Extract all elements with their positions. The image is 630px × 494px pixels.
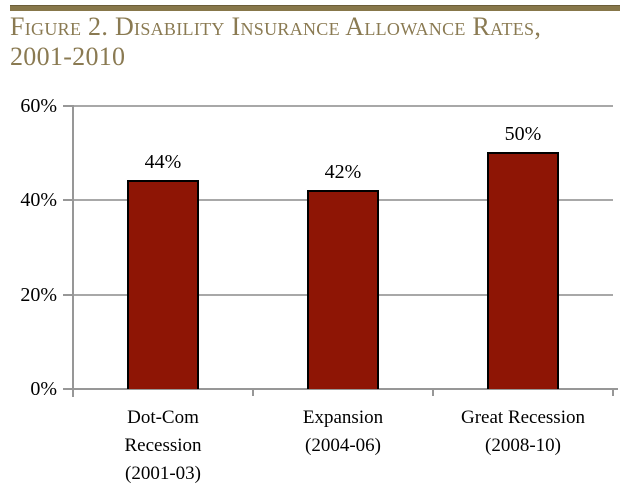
y-axis-line — [72, 105, 74, 397]
figure-title-line1: Figure 2. Disability Insurance Allowance… — [10, 12, 542, 41]
y-axis-tick — [63, 388, 73, 390]
category-label-line: Great Recession — [461, 407, 585, 428]
category-label: Dot-Com Recession (2001-03) — [71, 404, 255, 488]
bar — [307, 189, 379, 389]
category-label: Expansion (2004-06) — [251, 404, 435, 460]
bar-value-label: 44% — [144, 151, 182, 174]
figure-title: Figure 2. Disability Insurance Allowance… — [10, 12, 622, 72]
y-axis-tick — [63, 293, 73, 296]
category-label-line: Dot-Com — [127, 407, 199, 428]
bar-value-label: 42% — [324, 160, 362, 183]
category-label-line: (2001-03) — [125, 463, 201, 484]
x-axis-tick — [432, 388, 434, 396]
category-label-line: Expansion — [302, 407, 384, 428]
y-tick-label: 40% — [20, 189, 57, 212]
gridline — [73, 105, 613, 107]
category-label: Great Recession (2008-10) — [431, 404, 615, 460]
bar — [487, 152, 559, 389]
y-axis-tick — [63, 199, 73, 202]
y-tick-label: 0% — [30, 378, 57, 400]
x-axis-line — [73, 388, 618, 390]
y-axis-tick — [63, 105, 73, 107]
category-label-line: (2008-10) — [485, 435, 561, 456]
y-tick-label: 60% — [20, 95, 57, 117]
bar — [127, 180, 199, 389]
x-axis-tick — [612, 388, 614, 396]
y-tick-label: 20% — [20, 283, 57, 306]
category-label-line: Recession — [124, 435, 202, 456]
title-rule — [10, 5, 620, 11]
figure-title-line2: 2001-2010 — [10, 42, 126, 71]
category-label-line: (2004-06) — [305, 435, 381, 456]
x-axis-tick — [252, 388, 254, 396]
bar-value-label: 50% — [504, 123, 542, 146]
